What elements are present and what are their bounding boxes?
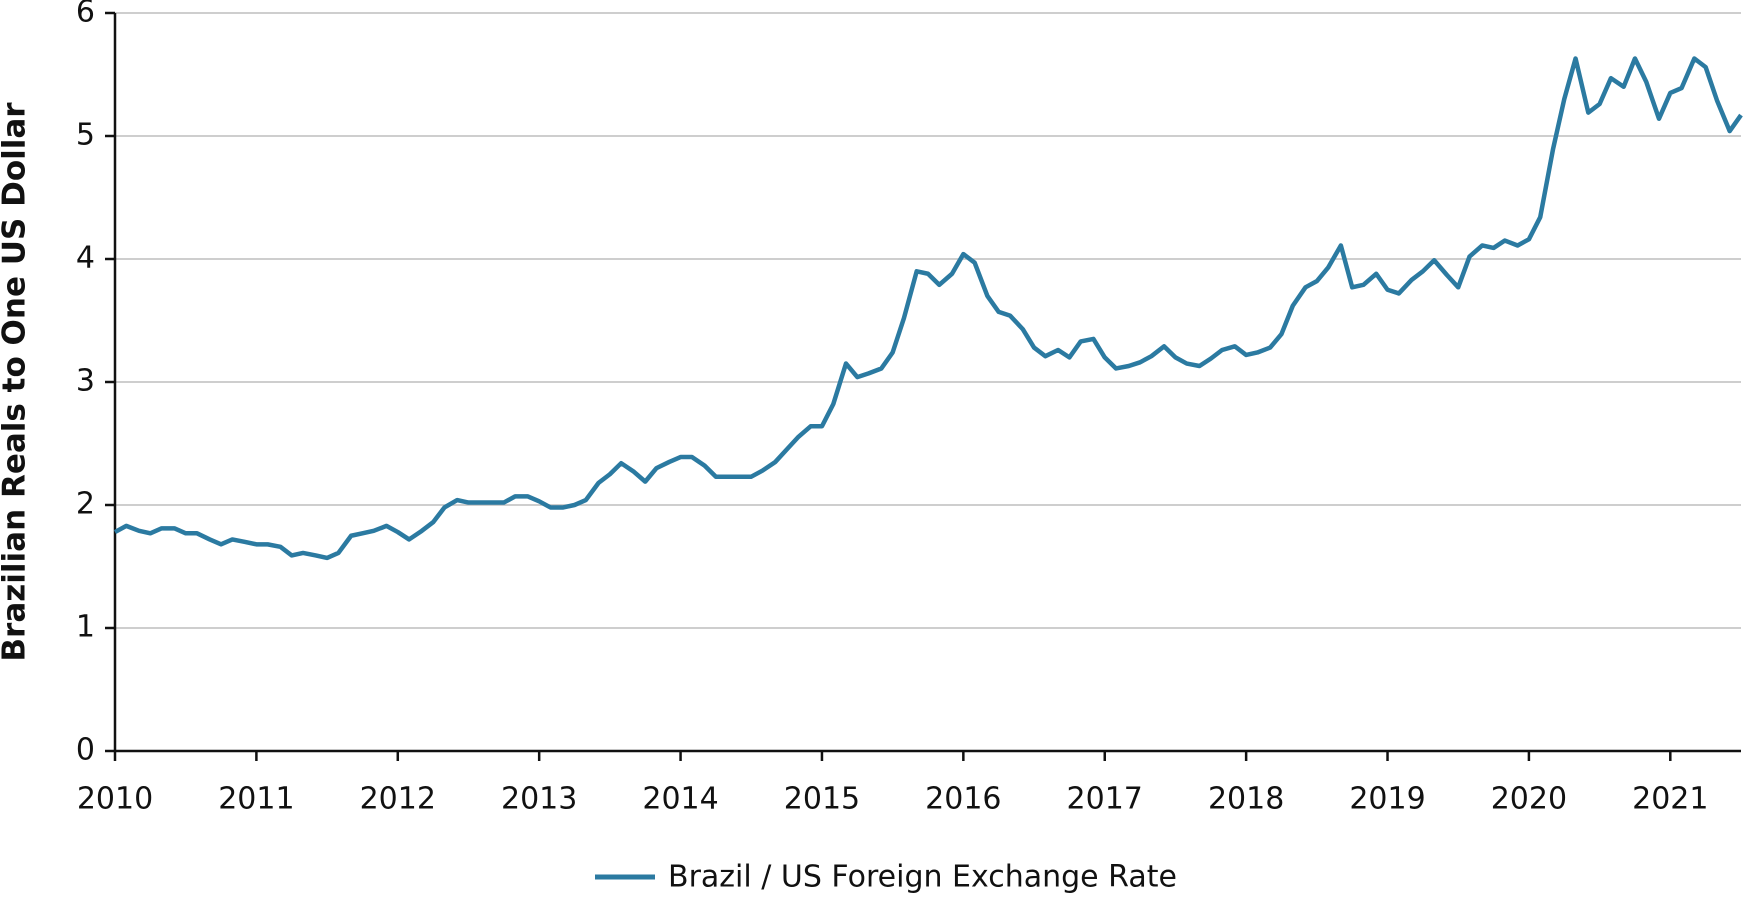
x-tick-label: 2018 xyxy=(1208,782,1284,817)
y-axis-label: Brazilian Reals to One US Dollar xyxy=(0,102,33,662)
y-tick-label: 4 xyxy=(76,241,95,276)
y-tick-label: 0 xyxy=(76,733,95,768)
x-tick-label: 2016 xyxy=(925,782,1001,817)
y-tick-label: 1 xyxy=(76,610,95,645)
y-tick-label: 6 xyxy=(76,0,95,30)
x-tick-label: 2017 xyxy=(1067,782,1143,817)
legend-label: Brazil / US Foreign Exchange Rate xyxy=(668,860,1177,895)
x-tick-label: 2020 xyxy=(1491,782,1567,817)
x-tick-label: 2014 xyxy=(642,782,718,817)
y-tick-label: 2 xyxy=(76,487,95,522)
x-tick-label: 2011 xyxy=(218,782,294,817)
x-tick-label: 2019 xyxy=(1349,782,1425,817)
x-tick-label: 2013 xyxy=(501,782,577,817)
data-line xyxy=(113,56,1743,561)
x-tick-label: 2015 xyxy=(784,782,860,817)
x-tick-label: 2010 xyxy=(77,782,153,817)
y-tick-label: 5 xyxy=(76,118,95,153)
x-tick-label: 2012 xyxy=(360,782,436,817)
x-tick-label: 2021 xyxy=(1632,782,1708,817)
y-tick-label: 3 xyxy=(76,364,95,399)
